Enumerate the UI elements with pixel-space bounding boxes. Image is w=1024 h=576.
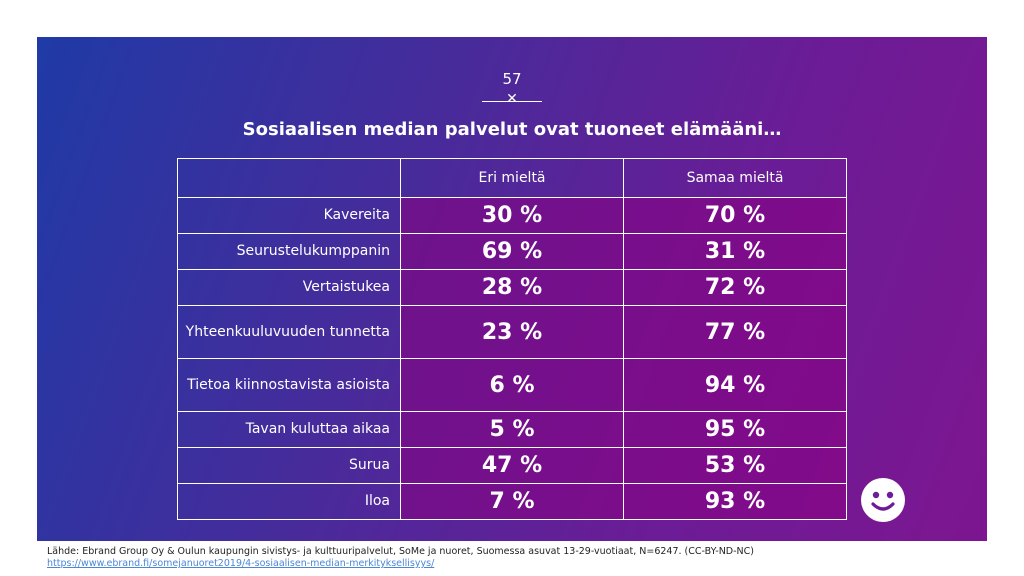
table-row: Kavereita 30 % 70 % — [177, 197, 847, 234]
header-agree: Samaa mieltä — [623, 158, 847, 198]
row-label: Yhteenkuuluvuuden tunnetta — [177, 305, 401, 359]
results-table: Eri mieltä Samaa mieltä Kavereita 30 % 7… — [177, 158, 847, 520]
page-number: 57 — [502, 70, 522, 88]
agree-value: 77 % — [623, 305, 847, 359]
agree-value: 95 % — [623, 411, 847, 448]
footer: Lähde: Ebrand Group Oy & Oulun kaupungin… — [47, 546, 754, 570]
divider-line — [482, 101, 542, 102]
table-row: Surua 47 % 53 % — [177, 447, 847, 484]
table-row: Tietoa kiinnostavista asioista 6 % 94 % — [177, 358, 847, 412]
row-label: Seurustelukumppanin — [177, 233, 401, 270]
header-disagree: Eri mieltä — [400, 158, 624, 198]
agree-value: 31 % — [623, 233, 847, 270]
source-note: Lähde: Ebrand Group Oy & Oulun kaupungin… — [47, 546, 754, 557]
row-label: Tietoa kiinnostavista asioista — [177, 358, 401, 412]
table-row: Iloa 7 % 93 % — [177, 483, 847, 520]
table-row: Seurustelukumppanin 69 % 31 % — [177, 233, 847, 270]
row-label: Surua — [177, 447, 401, 484]
disagree-value: 47 % — [400, 447, 624, 484]
disagree-value: 28 % — [400, 269, 624, 306]
x-icon: ✕ — [506, 91, 518, 107]
row-label: Vertaistukea — [177, 269, 401, 306]
disagree-value: 7 % — [400, 483, 624, 520]
source-link[interactable]: https://www.ebrand.fi/somejanuoret2019/4… — [47, 558, 435, 569]
smiley-icon — [861, 478, 905, 522]
table-row: Tavan kuluttaa aikaa 5 % 95 % — [177, 411, 847, 448]
disagree-value: 30 % — [400, 197, 624, 234]
agree-value: 53 % — [623, 447, 847, 484]
disagree-value: 5 % — [400, 411, 624, 448]
slide-title: Sosiaalisen median palvelut ovat tuoneet… — [242, 119, 782, 140]
table-header-row: Eri mieltä Samaa mieltä — [177, 158, 847, 198]
disagree-value: 6 % — [400, 358, 624, 412]
slide: 57 ✕ Sosiaalisen median palvelut ovat tu… — [37, 37, 987, 541]
agree-value: 70 % — [623, 197, 847, 234]
disagree-value: 23 % — [400, 305, 624, 359]
table-row: Yhteenkuuluvuuden tunnetta 23 % 77 % — [177, 305, 847, 359]
row-label: Iloa — [177, 483, 401, 520]
agree-value: 72 % — [623, 269, 847, 306]
agree-value: 93 % — [623, 483, 847, 520]
disagree-value: 69 % — [400, 233, 624, 270]
table-row: Vertaistukea 28 % 72 % — [177, 269, 847, 306]
corner-header — [177, 158, 401, 198]
row-label: Kavereita — [177, 197, 401, 234]
row-label: Tavan kuluttaa aikaa — [177, 411, 401, 448]
agree-value: 94 % — [623, 358, 847, 412]
